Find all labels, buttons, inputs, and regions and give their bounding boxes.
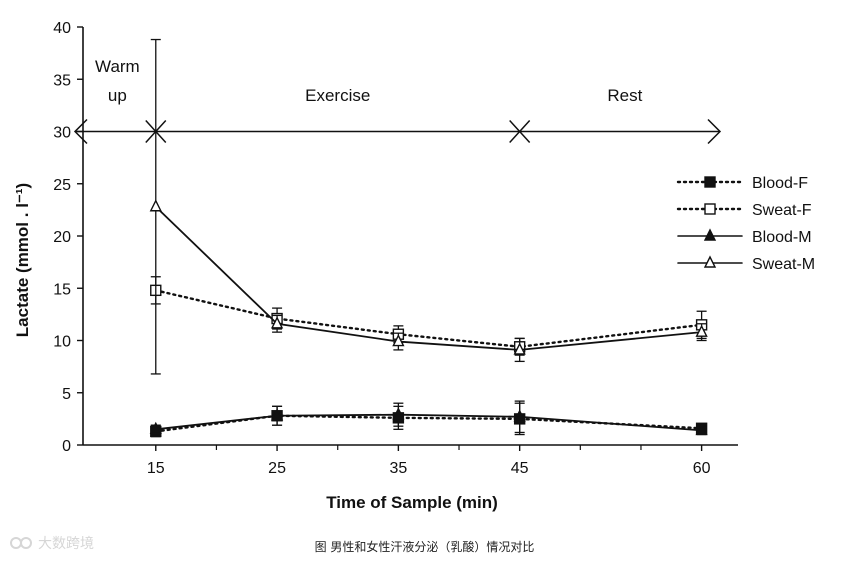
data-point-blood-m <box>392 407 405 420</box>
phase-boundary-cross <box>509 119 531 144</box>
data-point-sweat-m <box>270 316 284 329</box>
legend-label: Blood-M <box>752 229 812 246</box>
legend-marker <box>704 203 716 215</box>
legend-marker <box>703 255 717 268</box>
x-tick-label: 25 <box>268 460 286 477</box>
x-tick-label: 60 <box>693 460 711 477</box>
legend-item-blood-f: Blood-F <box>676 175 808 192</box>
data-point-blood-m <box>513 409 526 422</box>
data-point-sweat-m <box>149 199 162 212</box>
x-tick-label: 15 <box>147 460 165 477</box>
legend-label: Blood-F <box>752 175 808 192</box>
data-point-blood-m <box>149 421 162 435</box>
series-blood-m <box>149 400 708 436</box>
y-tick-label: 5 <box>62 386 71 403</box>
series-line-blood-m <box>154 413 703 432</box>
watermark-logo-icon <box>10 537 32 549</box>
series-layer <box>149 38 708 438</box>
x-axis-title: Time of Sample (min) <box>326 493 498 512</box>
series-sweat-m <box>149 38 708 375</box>
x-tick-label: 35 <box>389 460 407 477</box>
y-tick-label: 30 <box>53 125 71 142</box>
series-line-sweat-f <box>154 289 703 348</box>
watermark-text: 大数跨境 <box>38 536 94 552</box>
series-line-sweat-m <box>154 205 703 351</box>
data-point-blood-m <box>270 408 284 421</box>
watermark: 大数跨境 <box>10 533 94 553</box>
phase-annotations: Warm up Exercise Rest <box>73 57 722 145</box>
y-tick-label: 25 <box>53 177 71 194</box>
data-point-sweat-m <box>392 333 405 347</box>
y-tick-label: 10 <box>53 334 71 351</box>
phase-label: Rest <box>607 86 642 105</box>
data-point-blood-m <box>695 422 708 436</box>
phase-label: up <box>108 86 127 105</box>
legend-marker <box>703 228 717 241</box>
y-tick-label: 15 <box>53 281 71 298</box>
data-point-sweat-m <box>695 324 708 337</box>
data-point-sweat-m <box>513 342 526 355</box>
y-tick-label: 35 <box>53 72 71 89</box>
x-tick-label: 45 <box>511 460 529 477</box>
y-axis-title: Lactate (mmol . l⁻¹) <box>13 183 32 337</box>
axes: 0 5 10 15 20 25 30 35 40 15 25 35 45 60 <box>53 20 738 477</box>
phase-label: Warm <box>95 57 140 76</box>
legend-item-sweat-m: Sweat-M <box>677 255 815 273</box>
legend-label: Sweat-F <box>752 202 812 219</box>
y-tick-label: 20 <box>53 229 71 246</box>
legend-label: Sweat-M <box>752 256 815 273</box>
y-tick-label: 40 <box>53 20 71 37</box>
phase-arrowhead-right <box>707 118 722 145</box>
legend-item-blood-m: Blood-M <box>677 228 812 246</box>
figure-caption: 图 男性和女性汗液分泌（乳酸）情况对比 <box>314 540 535 554</box>
legend: Blood-F Sweat-F Blood-M Sweat-M <box>676 175 815 273</box>
legend-item-sweat-f: Sweat-F <box>676 202 812 219</box>
legend-marker <box>704 176 716 188</box>
y-tick-label: 0 <box>62 438 71 455</box>
phase-label: Exercise <box>305 86 370 105</box>
phase-arrowhead-left <box>73 118 88 145</box>
